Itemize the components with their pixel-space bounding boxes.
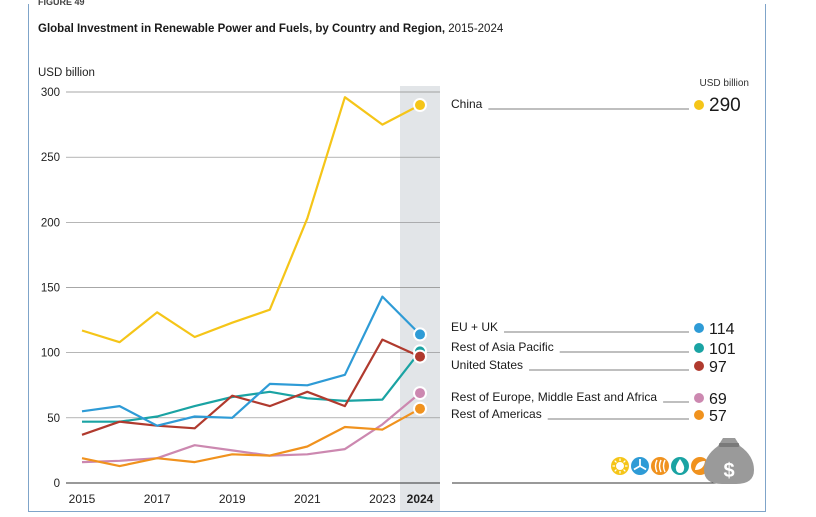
series-line-china [81, 96, 421, 344]
legend-dot-rest-of-asia-pacific [694, 343, 704, 353]
wind-icon [633, 459, 647, 471]
money-bag-tie [719, 443, 739, 447]
legend-value-united-states: 97 [709, 359, 727, 376]
chart-title-years: 2015-2024 [445, 23, 504, 35]
end-marker-rest-of-americas [413, 401, 427, 416]
leaf-icon [695, 461, 705, 470]
heat-icon [654, 459, 666, 473]
legend-value-rest-of-europe-middle-east-and-africa: 69 [709, 391, 727, 408]
legend-dot-rest-of-americas [694, 410, 704, 420]
series-line-eu-uk [81, 295, 421, 427]
legend-label-united-states: United States [451, 358, 523, 372]
money-bag-icon [704, 438, 754, 484]
legend-value-china: 290 [709, 95, 741, 116]
legend-label-china: China [451, 97, 483, 111]
highlight-band-2024 [400, 86, 440, 511]
y-tick-label-50: 50 [47, 413, 60, 425]
chart-title: Global Investment in Renewable Power and… [38, 23, 503, 35]
legend-label-rest-of-europe-middle-east-and-africa: Rest of Europe, Middle East and Africa [451, 390, 657, 404]
legend-value-rest-of-americas: 57 [709, 408, 727, 425]
y-tick-label-100: 100 [41, 348, 60, 360]
sun-icon [612, 458, 628, 474]
x-tick-label-2021: 2021 [294, 492, 321, 506]
x-tick-label-2015: 2015 [69, 492, 96, 506]
legend-value-rest-of-asia-pacific: 101 [709, 341, 736, 358]
legend-dot-rest-of-europe-middle-east-and-africa [694, 393, 704, 403]
chart-title-main: Global Investment in Renewable Power and… [38, 23, 446, 35]
y-axis-label: USD billion [38, 67, 95, 79]
y-tick-label-300: 300 [41, 87, 60, 99]
x-tick-label-2017: 2017 [144, 492, 171, 506]
y-tick-label-0: 0 [54, 478, 60, 490]
end-marker-rest-of-europe-middle-east-and-africa [413, 386, 427, 401]
figure-frame [28, 4, 766, 512]
y-tick-label-150: 150 [41, 283, 60, 295]
legend-dot-eu-uk [694, 323, 704, 333]
y-tick-label-250: 250 [41, 152, 60, 164]
series-line-rest-of-asia-pacific [82, 350, 421, 423]
legend-label-eu-uk: EU + UK [451, 320, 498, 334]
y-tick-label-200: 200 [41, 217, 60, 229]
x-tick-label-2019: 2019 [219, 492, 246, 506]
end-marker-eu-uk [413, 327, 427, 342]
figure-label: FIGURE 49 [38, 0, 85, 6]
series-line-rest-of-americas [81, 407, 421, 468]
end-marker-united-states [413, 349, 427, 364]
series-line-rest-of-europe-middle-east-and-africa [81, 392, 421, 464]
x-tick-label-2023: 2023 [369, 492, 396, 506]
legend-dot-united-states [694, 361, 704, 371]
water-icon [675, 459, 685, 473]
legend-label-rest-of-americas: Rest of Americas [451, 407, 542, 421]
legend-dot-china [694, 100, 704, 110]
money-bag-symbol: $ [723, 460, 734, 482]
x-tick-label-2024: 2024 [407, 492, 434, 506]
legend-value-eu-uk: 114 [709, 321, 735, 338]
end-marker-china [413, 98, 427, 113]
legend-label-rest-of-asia-pacific: Rest of Asia Pacific [451, 340, 554, 354]
right-unit-label: USD billion [700, 78, 749, 89]
